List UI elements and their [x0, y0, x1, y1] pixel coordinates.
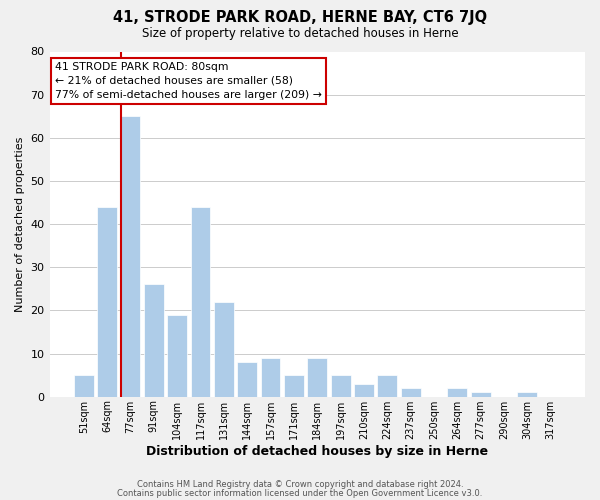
Bar	[260, 358, 280, 397]
Bar	[284, 375, 304, 396]
Bar	[401, 388, 421, 396]
Bar	[121, 116, 140, 396]
X-axis label: Distribution of detached houses by size in Herne: Distribution of detached houses by size …	[146, 444, 488, 458]
Bar	[97, 207, 117, 396]
Bar	[74, 375, 94, 396]
Bar	[377, 375, 397, 396]
Bar	[214, 302, 234, 396]
Text: Contains HM Land Registry data © Crown copyright and database right 2024.: Contains HM Land Registry data © Crown c…	[137, 480, 463, 489]
Bar	[191, 207, 211, 396]
Bar	[307, 358, 327, 397]
Bar	[167, 314, 187, 396]
Bar	[517, 392, 538, 396]
Bar	[354, 384, 374, 396]
Text: Contains public sector information licensed under the Open Government Licence v3: Contains public sector information licen…	[118, 489, 482, 498]
Text: Size of property relative to detached houses in Herne: Size of property relative to detached ho…	[142, 28, 458, 40]
Bar	[471, 392, 491, 396]
Bar	[238, 362, 257, 396]
Bar	[144, 284, 164, 397]
Y-axis label: Number of detached properties: Number of detached properties	[15, 136, 25, 312]
Text: 41, STRODE PARK ROAD, HERNE BAY, CT6 7JQ: 41, STRODE PARK ROAD, HERNE BAY, CT6 7JQ	[113, 10, 487, 25]
Text: 41 STRODE PARK ROAD: 80sqm
← 21% of detached houses are smaller (58)
77% of semi: 41 STRODE PARK ROAD: 80sqm ← 21% of deta…	[55, 62, 322, 100]
Bar	[331, 375, 350, 396]
Bar	[448, 388, 467, 396]
